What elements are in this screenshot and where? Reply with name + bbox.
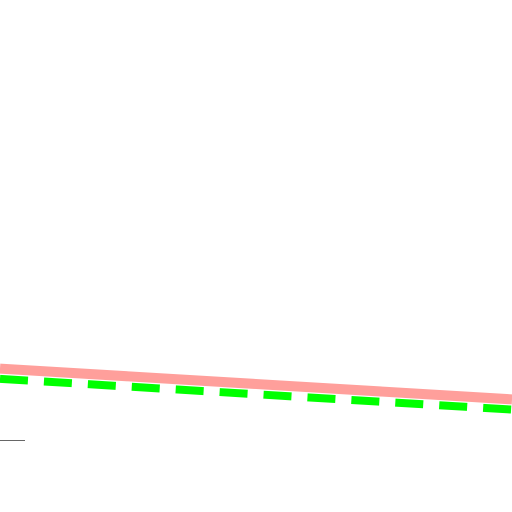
series-line-solid [0,363,512,405]
series-layer [0,363,512,414]
